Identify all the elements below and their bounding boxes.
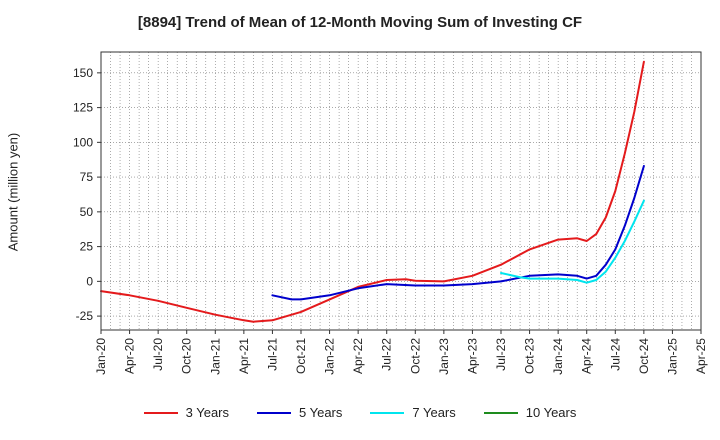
legend-swatch — [257, 411, 291, 414]
series-lines — [100, 60, 645, 323]
y-tick-label: 0 — [86, 274, 93, 288]
legend-label: 10 Years — [525, 405, 577, 420]
x-tick: Oct-24 — [637, 330, 651, 374]
x-tick-label: Jan-21 — [208, 338, 222, 375]
x-tick-label: Oct-22 — [408, 338, 422, 374]
x-tick-label: Jan-24 — [551, 338, 565, 375]
x-tick: Oct-22 — [408, 330, 422, 374]
x-tick: Apr-25 — [694, 330, 708, 374]
x-tick: Jul-23 — [494, 330, 508, 371]
x-tick: Apr-20 — [123, 330, 137, 374]
x-tick: Jan-24 — [551, 330, 565, 375]
legend: 3 Years 5 Years 7 Years 10 Years — [0, 405, 720, 420]
y-tick: 50 — [80, 205, 101, 219]
x-tick: Jan-23 — [437, 330, 451, 375]
y-tick-label: 150 — [73, 66, 93, 80]
chart-title: [8894] Trend of Mean of 12-Month Moving … — [137, 14, 583, 31]
plot-frame — [100, 51, 702, 331]
x-tick-label: Jul-22 — [380, 338, 394, 371]
y-axis-ticks: -25 0 25 50 75 100 125 150 — [73, 66, 101, 323]
legend-label: 3 Years — [185, 405, 229, 420]
x-axis-ticks: Jan-20 Apr-20 Jul-20 Oct-20 Jan-21 Apr-21 Jul-… — [94, 330, 708, 375]
y-tick: 150 — [73, 66, 101, 80]
legend-item: 7 Years — [370, 405, 456, 420]
x-tick-label: Jul-23 — [494, 338, 508, 371]
x-tick-label: Jan-25 — [665, 338, 679, 375]
x-tick-label: Jul-20 — [151, 338, 165, 371]
legend-swatch — [483, 411, 518, 414]
x-tick-label: Oct-21 — [294, 338, 308, 374]
x-tick: Jul-24 — [608, 330, 622, 371]
x-tick: Jan-22 — [323, 330, 337, 375]
y-tick-label: 125 — [73, 101, 93, 115]
x-tick-label: Jan-23 — [437, 338, 451, 375]
series-line-3-years — [100, 60, 645, 323]
legend-swatch — [370, 411, 405, 414]
legend-item: 3 Years — [143, 405, 229, 420]
y-tick: 100 — [73, 135, 101, 149]
x-tick: Apr-22 — [351, 330, 365, 374]
y-tick-label: 100 — [73, 135, 93, 149]
legend-item: 5 Years — [257, 405, 342, 420]
legend-label: 5 Years — [299, 405, 343, 420]
x-tick-label: Apr-20 — [123, 338, 137, 374]
x-tick-label: Jul-24 — [608, 338, 622, 371]
x-tick: Jan-21 — [208, 330, 222, 375]
x-tick: Apr-21 — [237, 330, 251, 374]
x-tick: Jul-20 — [151, 330, 165, 371]
x-tick-label: Apr-25 — [694, 338, 708, 374]
x-tick-label: Oct-23 — [523, 338, 537, 374]
x-tick-label: Jan-20 — [94, 338, 108, 375]
y-tick: -25 — [76, 309, 101, 323]
series-line-7-years — [500, 199, 645, 284]
x-tick-label: Jul-21 — [265, 338, 279, 371]
x-tick: Apr-24 — [580, 330, 594, 374]
x-tick-label: Apr-21 — [237, 338, 251, 374]
y-tick-label: 75 — [80, 170, 94, 184]
y-tick: 0 — [86, 274, 101, 288]
y-tick: 75 — [80, 170, 101, 184]
x-tick: Apr-23 — [465, 330, 479, 374]
x-tick: Jul-21 — [265, 330, 279, 371]
series-line-5-years — [271, 165, 645, 301]
y-tick-label: -25 — [76, 309, 94, 323]
x-tick-label: Jan-22 — [323, 338, 337, 375]
x-tick: Oct-21 — [294, 330, 308, 374]
grid — [101, 52, 701, 330]
x-tick: Oct-23 — [523, 330, 537, 374]
x-tick-label: Apr-23 — [465, 338, 479, 374]
x-tick-label: Oct-24 — [637, 338, 651, 374]
x-tick-label: Apr-22 — [351, 338, 365, 374]
x-tick: Jul-22 — [380, 330, 394, 371]
legend-swatch — [143, 411, 178, 414]
y-tick-label: 50 — [80, 205, 94, 219]
y-tick: 25 — [80, 240, 101, 254]
y-tick: 125 — [73, 101, 101, 115]
x-tick: Jan-25 — [665, 330, 679, 375]
x-tick: Oct-20 — [180, 330, 194, 374]
x-tick-label: Oct-20 — [180, 338, 194, 374]
x-tick: Jan-20 — [94, 330, 108, 375]
legend-label: 7 Years — [412, 405, 456, 420]
legend-item: 10 Years — [483, 405, 577, 420]
x-tick-label: Apr-24 — [580, 338, 594, 374]
y-tick-label: 25 — [80, 240, 94, 254]
